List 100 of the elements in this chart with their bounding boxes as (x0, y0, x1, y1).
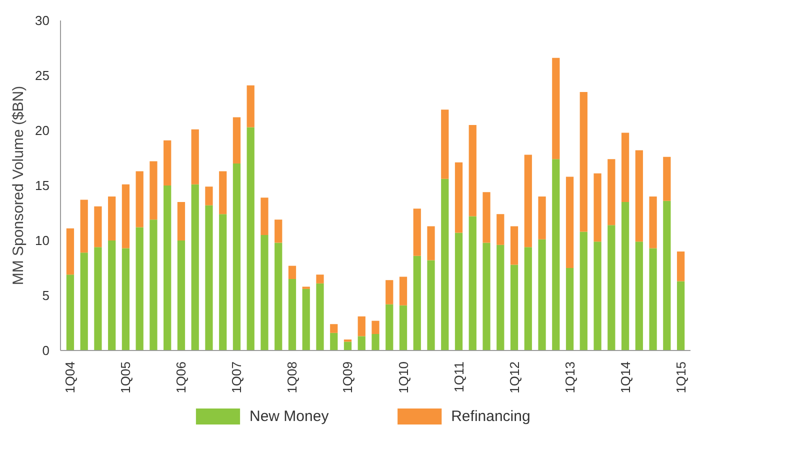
bar (232, 117, 241, 164)
bar (635, 242, 643, 350)
bar (496, 244, 504, 350)
bar (482, 242, 490, 350)
bar (372, 320, 380, 334)
bar (66, 228, 74, 275)
x-tick-label: 1Q04 (62, 361, 78, 394)
bar (246, 85, 254, 128)
bar (260, 198, 268, 235)
bar (219, 171, 227, 214)
bar (246, 127, 254, 350)
bar (164, 186, 172, 350)
x-tick-label: 1Q05 (118, 361, 134, 394)
bar (94, 206, 102, 248)
bar (232, 164, 241, 350)
bar (205, 186, 213, 206)
x-tick-label: 1Q10 (396, 361, 411, 394)
y-tick-label: 10 (35, 233, 50, 248)
bar (482, 192, 490, 243)
bar (454, 232, 463, 350)
bar (608, 159, 616, 226)
bar (136, 227, 144, 350)
bar (386, 304, 394, 350)
bar (108, 240, 116, 350)
bar (566, 176, 574, 268)
bar (344, 342, 352, 350)
bar (427, 260, 435, 350)
bar (524, 247, 532, 350)
bar (80, 252, 88, 350)
bar (66, 274, 74, 350)
bar (524, 154, 532, 248)
legend-label: Refinancing (451, 408, 530, 425)
bar (510, 226, 518, 265)
bar (413, 256, 421, 350)
bar (468, 216, 476, 350)
bar (150, 161, 158, 220)
legend-label: New Money (250, 408, 330, 425)
bar (441, 110, 449, 179)
x-tick-label: 1Q06 (174, 361, 189, 394)
x-tick-label: 1Q13 (562, 361, 578, 394)
x-tick-label: 1Q09 (340, 361, 356, 394)
bar (538, 239, 546, 350)
bar (108, 196, 116, 240)
bar (302, 288, 310, 350)
bar (164, 140, 172, 186)
bar (413, 208, 421, 256)
bar (608, 225, 616, 350)
bar (649, 196, 657, 248)
bar (191, 129, 199, 184)
bar (580, 232, 588, 350)
bar (552, 58, 560, 160)
x-tick-label: 1Q12 (506, 361, 522, 394)
bar (594, 173, 602, 242)
bar (621, 202, 630, 350)
bar (288, 266, 296, 279)
bar (316, 283, 324, 350)
bar (122, 248, 130, 350)
bar (621, 132, 630, 202)
bar (191, 184, 199, 350)
bar (274, 242, 282, 350)
bar (177, 202, 186, 240)
bar (399, 276, 408, 306)
bar (663, 156, 671, 201)
bar (358, 336, 366, 350)
bar (219, 214, 227, 350)
bar (386, 280, 394, 304)
bar (330, 324, 338, 333)
x-tick-label: 1Q14 (618, 361, 633, 394)
x-tick-label: 1Q08 (284, 361, 300, 394)
bar (80, 200, 88, 253)
y-tick-label: 30 (35, 13, 50, 28)
bar (372, 334, 380, 350)
bar (552, 159, 560, 350)
bar (566, 268, 574, 350)
bar (510, 264, 518, 350)
bar (635, 150, 643, 242)
bar (399, 305, 408, 350)
bar (150, 220, 158, 350)
bar (205, 205, 213, 350)
bar (316, 274, 324, 284)
x-tick-label: 1Q11 (451, 361, 466, 392)
bar (358, 316, 366, 336)
bar (94, 247, 102, 350)
y-tick-label: 5 (42, 288, 50, 303)
bar (649, 248, 657, 350)
bar (330, 332, 338, 350)
bar (676, 281, 685, 350)
bar (136, 171, 144, 228)
bar (122, 184, 130, 248)
bar (496, 214, 504, 245)
bar (260, 235, 268, 350)
bar (441, 178, 449, 350)
bar (580, 92, 588, 232)
bar (468, 125, 476, 216)
y-tick-label: 25 (35, 68, 50, 83)
bar (538, 196, 546, 240)
bar (676, 252, 685, 282)
bar (454, 162, 463, 233)
y-tick-label: 0 (42, 343, 50, 358)
y-tick-label: 15 (35, 178, 50, 193)
